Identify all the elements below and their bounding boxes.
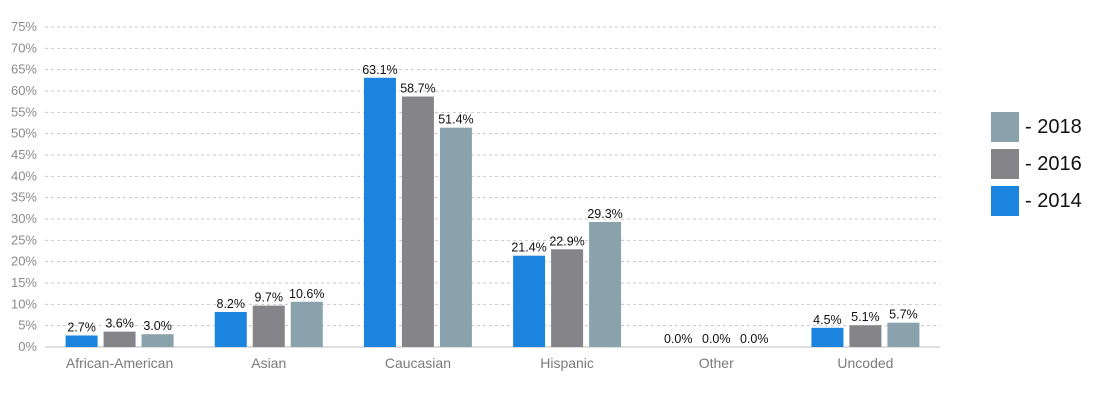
data-label: 58.7% (400, 82, 435, 96)
y-tick-label: 5% (18, 318, 37, 333)
data-label: 63.1% (362, 63, 397, 77)
data-label: 2.7% (67, 320, 96, 334)
bar-2014 (65, 335, 98, 347)
legend-item-2014: - 2014 (991, 186, 1082, 216)
y-tick-label: 35% (11, 190, 37, 205)
legend: - 2018 - 2016 - 2014 (991, 112, 1082, 216)
y-tick-label: 70% (11, 40, 37, 55)
legend-item-2018: - 2018 (991, 112, 1082, 142)
bar-2018 (141, 334, 174, 347)
y-tick-label: 25% (11, 232, 37, 247)
y-tick-label: 75% (11, 19, 37, 34)
y-tick-label: 45% (11, 147, 37, 162)
x-tick-label: African-American (66, 355, 173, 371)
bar-2018 (290, 301, 323, 347)
y-tick-label: 15% (11, 275, 37, 290)
y-tick-label: 0% (18, 339, 37, 354)
legend-swatch-2014 (991, 186, 1019, 216)
data-label: 3.6% (105, 317, 134, 331)
data-label: 4.5% (813, 313, 842, 327)
legend-item-2016: - 2016 (991, 149, 1082, 179)
data-label: 5.7% (889, 308, 918, 322)
data-label: 10.6% (289, 287, 324, 301)
bar-2014 (811, 327, 844, 347)
bar-2018 (887, 322, 920, 347)
x-tick-label: Other (699, 355, 734, 371)
data-label: 9.7% (255, 291, 284, 305)
x-tick-label: Hispanic (540, 355, 594, 371)
bar-2016 (849, 325, 882, 347)
data-label: 21.4% (511, 241, 546, 255)
data-label: 22.9% (549, 234, 584, 248)
bar-chart-svg: 0% 5% 10% 15% 20% 25% 30% 35% 40% 45% 50% 55% 60% 65%… (11, 19, 940, 371)
bar-2016 (252, 305, 285, 347)
y-tick-label: 65% (11, 62, 37, 77)
y-tick-label: 60% (11, 83, 37, 98)
bar-2016 (401, 96, 434, 348)
y-tick-label: 40% (11, 168, 37, 183)
data-label: 29.3% (587, 207, 622, 221)
y-tick-label: 50% (11, 126, 37, 141)
data-label: 3.0% (143, 319, 172, 333)
data-label: 0.0% (702, 332, 731, 346)
data-label: 0.0% (740, 332, 769, 346)
data-label: 8.2% (217, 297, 246, 311)
x-tick-label: Uncoded (837, 355, 893, 371)
data-label: 51.4% (438, 113, 473, 127)
bar-2014 (363, 77, 396, 348)
bar-2014 (214, 312, 247, 347)
x-tick-label: Asian (251, 355, 286, 371)
bar-2018 (589, 221, 622, 347)
legend-swatch-2018 (991, 112, 1019, 142)
legend-label-2016: - 2016 (1025, 152, 1082, 175)
y-tick-label: 10% (11, 296, 37, 311)
bar-2018 (439, 127, 472, 348)
y-tick-label: 55% (11, 104, 37, 119)
legend-swatch-2016 (991, 149, 1019, 179)
bar-2016 (551, 249, 584, 347)
data-label: 0.0% (664, 332, 693, 346)
y-tick-label: 30% (11, 211, 37, 226)
bar-2014 (513, 255, 546, 347)
x-tick-label: Caucasian (385, 355, 451, 371)
y-tick-label: 20% (11, 254, 37, 269)
bar-2016 (103, 331, 136, 347)
data-label: 5.1% (851, 310, 880, 324)
legend-label-2014: - 2014 (1025, 189, 1082, 212)
legend-label-2018: - 2018 (1025, 115, 1082, 138)
